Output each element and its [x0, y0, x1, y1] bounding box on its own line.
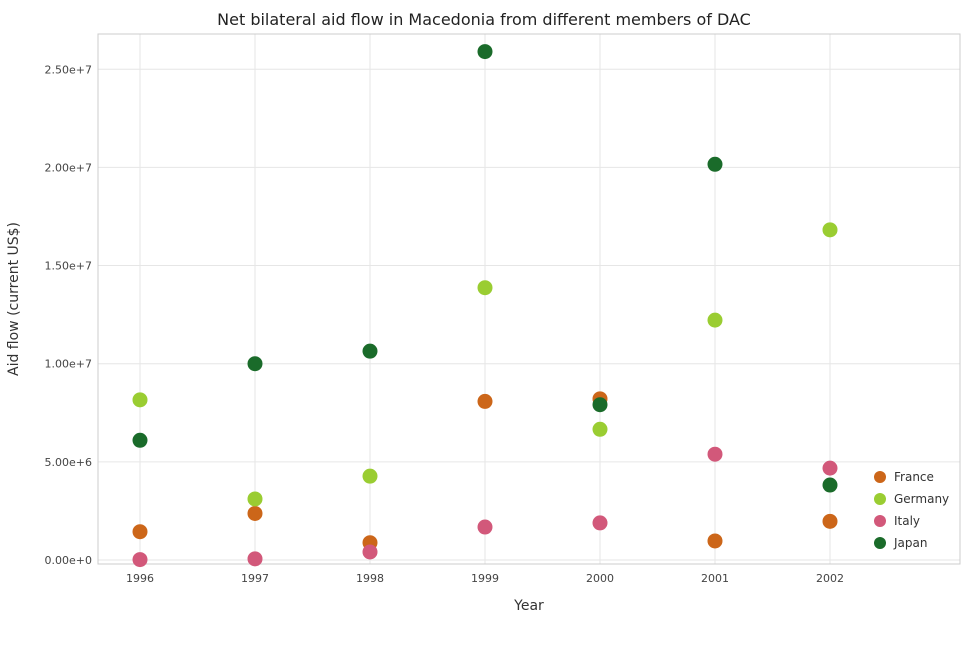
y-axis-ticks: 0.00e+0 5.00e+6 1.00e+7 1.50e+7 2.00e+7 2.50e…: [45, 63, 92, 567]
chart-title: Net bilateral aid flow in Macedonia from…: [217, 10, 751, 29]
point-germany-2000: [592, 421, 608, 437]
point-germany-2001: [707, 312, 723, 328]
legend-marker-france: [874, 471, 886, 483]
legend-marker-germany: [874, 493, 886, 505]
point-italy-2001: [707, 446, 723, 462]
legend-marker-italy: [874, 515, 886, 527]
point-france-2001: [707, 533, 723, 549]
point-japan-1997: [247, 356, 263, 372]
y-tick-label: 5.00e+6: [45, 456, 92, 469]
x-tick-label: 1998: [356, 572, 384, 585]
point-germany-1997: [247, 491, 263, 507]
point-japan-1996: [132, 432, 148, 448]
x-tick-label: 1997: [241, 572, 269, 585]
plot-frame: [97, 33, 961, 565]
point-germany-1996: [132, 392, 148, 408]
x-tick-label: 2001: [701, 572, 729, 585]
x-axis-ticks: 1996 1997 1998 1999 2000 2001 2002: [126, 572, 844, 585]
y-tick-label: 1.00e+7: [45, 358, 92, 371]
y-tick-label: 2.50e+7: [45, 63, 92, 76]
x-tick-label: 2002: [816, 572, 844, 585]
legend-marker-japan: [874, 537, 886, 549]
legend-label-japan: Japan: [893, 536, 927, 550]
y-axis-label: Aid flow (current US$): [6, 222, 22, 376]
point-france-2002: [822, 513, 838, 529]
point-japan-1998: [362, 343, 378, 359]
y-tick-label: 1.50e+7: [45, 260, 92, 273]
point-france-1997: [247, 505, 263, 521]
legend: France Germany Italy Japan: [874, 470, 949, 550]
x-tick-label: 1999: [471, 572, 499, 585]
x-tick-label: 2000: [586, 572, 614, 585]
point-germany-1999: [477, 280, 493, 296]
point-italy-2000: [592, 515, 608, 531]
point-japan-2000: [592, 397, 608, 413]
point-italy-2002: [822, 460, 838, 476]
legend-label-france: France: [894, 470, 934, 484]
point-italy-1998: [362, 544, 378, 560]
legend-label-germany: Germany: [894, 492, 949, 506]
x-axis-label: Year: [513, 598, 544, 614]
point-germany-2002: [822, 222, 838, 238]
x-tick-label: 1996: [126, 572, 154, 585]
point-japan-2001: [707, 156, 723, 172]
point-france-1996: [132, 524, 148, 540]
y-tick-label: 2.00e+7: [45, 161, 92, 174]
point-italy-1999: [477, 519, 493, 535]
point-italy-1997: [247, 551, 263, 567]
point-germany-1998: [362, 468, 378, 484]
point-japan-2002: [822, 477, 838, 493]
point-italy-1996: [132, 552, 148, 568]
grid-lines: [98, 34, 960, 564]
data-points: [132, 44, 838, 568]
y-tick-label: 0.00e+0: [45, 554, 92, 567]
point-france-1999: [477, 393, 493, 409]
legend-label-italy: Italy: [894, 514, 920, 528]
point-japan-1999: [477, 44, 493, 60]
